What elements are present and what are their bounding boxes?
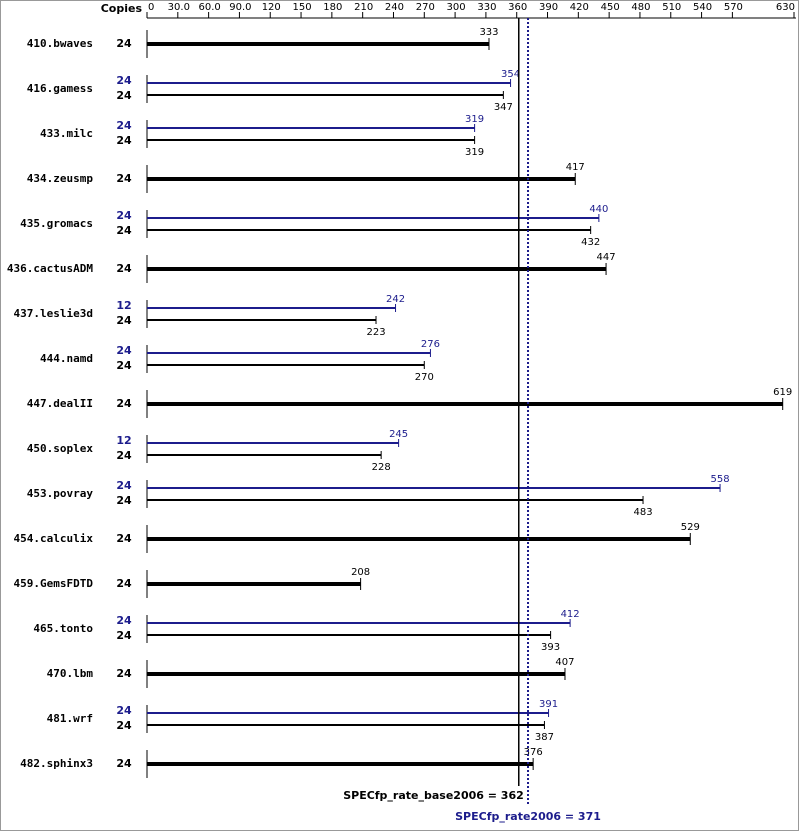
x-tick-label: 180 [323,2,342,13]
x-tick-label: 150 [293,2,312,13]
value-label: 483 [633,507,652,518]
value-label: 319 [465,147,484,158]
value-label: 270 [415,372,434,383]
value-label: 319 [465,114,484,125]
copies: 24 [116,262,132,275]
category-label: 447.dealII [27,397,93,410]
copies: 24 [116,344,132,357]
x-tick-label: 60.0 [198,2,220,13]
value-label: 223 [366,327,385,338]
x-tick-label: 360 [508,2,527,13]
category-label: 416.gamess [27,82,93,95]
category-label: 410.bwaves [27,37,93,50]
x-tick-label: 30.0 [168,2,190,13]
value-label: 347 [494,102,513,113]
copies: 24 [116,397,132,410]
value-label: 242 [386,294,405,305]
value-label: 333 [479,27,498,38]
value-label: 440 [589,204,608,215]
category-label: 436.cactusADM [7,262,93,275]
value-label: 354 [501,69,520,80]
value-label: 228 [372,462,391,473]
axis-title: Copies [101,2,143,15]
x-tick-label: 570 [724,2,743,13]
copies: 24 [116,314,132,327]
category-label: 482.sphinx3 [20,757,93,770]
copies: 12 [116,434,131,447]
value-label: 558 [711,474,730,485]
copies: 12 [116,299,131,312]
value-label: 619 [773,387,792,398]
value-label: 412 [561,609,580,620]
value-label: 387 [535,732,554,743]
value-label: 208 [351,567,370,578]
copies: 24 [116,577,132,590]
category-label: 450.soplex [27,442,94,455]
category-label: 459.GemsFDTD [14,577,94,590]
x-tick-label: 0 [148,2,154,13]
x-tick-label: 300 [447,2,466,13]
reference-label: SPECfp_rate2006 = 371 [455,810,601,823]
category-label: 444.namd [40,352,93,365]
copies: 24 [116,667,132,680]
category-label: 481.wrf [47,712,93,725]
value-label: 245 [389,429,408,440]
x-tick-label: 630 [776,2,795,13]
value-label: 432 [581,237,600,248]
x-tick-label: 120 [262,2,281,13]
category-label: 470.lbm [47,667,94,680]
value-label: 393 [541,642,560,653]
copies: 24 [116,449,132,462]
x-tick-label: 390 [539,2,558,13]
category-label: 434.zeusmp [27,172,94,185]
category-label: 435.gromacs [20,217,93,230]
copies: 24 [116,757,132,770]
copies: 24 [116,74,132,87]
category-label: 453.povray [27,487,94,500]
value-label: 417 [566,162,585,173]
copies: 24 [116,719,132,732]
x-tick-label: 240 [385,2,404,13]
category-label: 433.milc [40,127,93,140]
copies: 24 [116,359,132,372]
value-label: 391 [539,699,558,710]
x-tick-label: 270 [416,2,435,13]
copies: 24 [116,224,132,237]
copies: 24 [116,494,132,507]
value-label: 447 [597,252,616,263]
copies: 24 [116,532,132,545]
copies: 24 [116,629,132,642]
copies: 24 [116,479,132,492]
copies: 24 [116,134,132,147]
copies: 24 [116,704,132,717]
value-label: 407 [555,657,574,668]
value-label: 276 [421,339,440,350]
copies: 24 [116,37,132,50]
x-tick-label: 330 [477,2,496,13]
x-tick-label: 480 [631,2,650,13]
category-label: 437.leslie3d [14,307,93,320]
value-label: 529 [681,522,700,533]
x-tick-label: 540 [693,2,712,13]
copies: 24 [116,89,132,102]
category-label: 465.tonto [33,622,93,635]
copies: 24 [116,172,132,185]
copies: 24 [116,119,132,132]
x-tick-label: 90.0 [229,2,251,13]
x-tick-label: 420 [570,2,589,13]
copies: 24 [116,614,132,627]
x-tick-label: 210 [354,2,373,13]
value-label: 376 [524,747,543,758]
reference-label: SPECfp_rate_base2006 = 362 [343,789,524,802]
x-tick-label: 450 [601,2,620,13]
category-label: 454.calculix [14,532,94,545]
x-tick-label: 510 [662,2,681,13]
copies: 24 [116,209,132,222]
